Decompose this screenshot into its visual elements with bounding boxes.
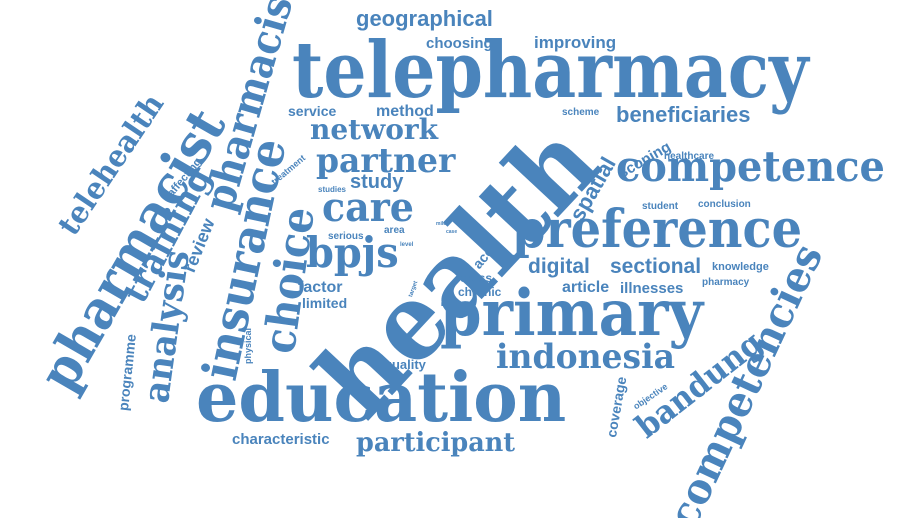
word-chronic: chronic: [458, 285, 502, 299]
word-knowledge: knowledge: [712, 261, 769, 273]
word-study: study: [350, 171, 404, 193]
word-competence: competence: [616, 142, 885, 191]
word-level: level: [400, 242, 414, 248]
word-education: education: [196, 358, 567, 438]
word-preference: preference: [512, 199, 803, 260]
word-telepharmacy: telepharmacy: [292, 25, 809, 116]
word-pharmacy: pharmacy: [702, 277, 750, 288]
word-bpjs: bpjs: [306, 228, 399, 277]
word-improving: improving: [534, 33, 617, 52]
word-area: area: [384, 225, 405, 236]
word-physical: physical: [243, 327, 253, 364]
word-sectional: sectional: [610, 255, 702, 278]
word-mild: mild: [436, 221, 447, 227]
word-quality: quality: [384, 357, 426, 372]
word-serious: serious: [328, 231, 364, 242]
word-illnesses: illnesses: [620, 280, 684, 297]
word-care: care: [322, 184, 414, 231]
word-limited: limited: [302, 295, 348, 311]
word-indonesia: indonesia: [496, 337, 675, 377]
word-case: case: [446, 229, 458, 235]
word-participant: participant: [356, 428, 516, 458]
word-choosing: choosing: [426, 35, 493, 52]
word-service: service: [288, 103, 337, 119]
word-characteristic: characteristic: [232, 431, 330, 448]
word-primary: primary: [440, 276, 704, 351]
word-geographical: geographical: [356, 6, 493, 31]
word-coverage: coverage: [603, 375, 630, 439]
word-network: network: [310, 113, 439, 146]
word-factor: factor: [298, 279, 343, 296]
word-partner: partner: [316, 141, 456, 181]
word-scheme: scheme: [562, 107, 600, 118]
word-healthcare: healthcare: [664, 151, 715, 162]
word-studies: studies: [318, 185, 347, 194]
word-student: student: [642, 201, 679, 212]
word-method: method: [376, 103, 434, 120]
word-conclusion: conclusion: [698, 199, 751, 210]
word-beneficiaries: beneficiaries: [616, 102, 751, 127]
word-digital: digital: [528, 255, 590, 278]
word-article: article: [562, 279, 610, 296]
word-programme: programme: [115, 333, 139, 412]
word-cross: cross: [460, 271, 493, 285]
